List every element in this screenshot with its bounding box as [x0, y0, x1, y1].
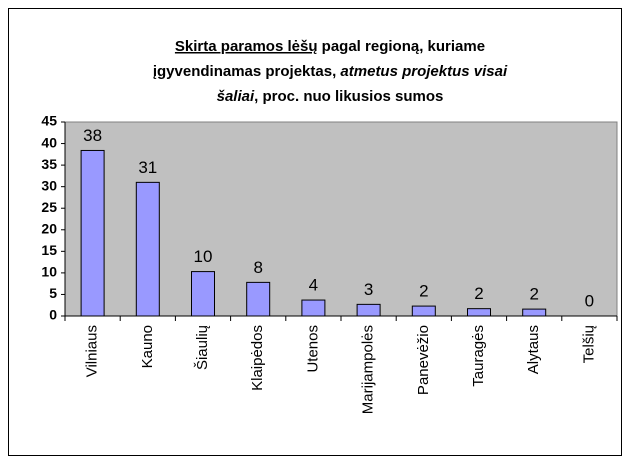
y-tick-label: 5 — [49, 285, 57, 301]
chart-title: šaliai, proc. nuo likusios sumos — [217, 88, 444, 105]
x-tick-label: Utenos — [304, 325, 321, 373]
y-tick-label: 10 — [41, 264, 57, 280]
x-tick-label: Klaipėdos — [249, 325, 266, 391]
bar — [467, 308, 491, 317]
bar — [191, 271, 215, 317]
x-tick-label: Šiaulių — [194, 325, 211, 370]
bar — [411, 305, 436, 317]
data-label: 4 — [309, 276, 318, 295]
bar — [301, 299, 326, 317]
x-tick-label: Marijampolės — [360, 325, 377, 414]
data-label: 31 — [138, 158, 157, 177]
title-part: Skirta paramos lėšų — [175, 38, 318, 55]
data-label: 2 — [474, 284, 483, 303]
data-label: 38 — [83, 126, 102, 145]
y-tick-label: 25 — [41, 199, 57, 215]
x-tick-label: Tauragės — [470, 325, 487, 387]
title-part: šaliai — [217, 88, 255, 105]
data-label: 3 — [364, 280, 373, 299]
title-part: atmetus projektus visai — [340, 63, 508, 80]
bar — [522, 308, 547, 317]
chart-title: įgyvendinamas projektas, atmetus projekt… — [153, 63, 508, 80]
x-tick-label: Vilniaus — [84, 325, 101, 377]
bar — [356, 303, 381, 317]
data-label: 8 — [253, 258, 262, 277]
y-tick-label: 40 — [41, 134, 57, 150]
y-tick-label: 35 — [41, 156, 57, 172]
y-tick-label: 0 — [49, 307, 57, 323]
title-part: , proc. nuo likusios sumos — [254, 88, 443, 105]
data-label: 0 — [585, 291, 594, 310]
x-tick-label: Kauno — [139, 325, 156, 368]
x-tick-label: Alytaus — [525, 325, 542, 374]
data-label: 10 — [194, 247, 213, 266]
chart-title: Skirta paramos lėšų pagal regioną, kuria… — [175, 38, 485, 55]
bar — [80, 149, 105, 317]
y-tick-label: 30 — [41, 177, 57, 193]
x-tick-label: Telšių — [580, 325, 597, 363]
y-tick-label: 15 — [41, 242, 57, 258]
title-part: įgyvendinamas projektas, — [153, 63, 336, 80]
title-part: pagal regioną, kuriame — [322, 38, 485, 55]
bar — [135, 181, 160, 317]
y-tick-label: 20 — [41, 220, 57, 236]
x-tick-label: Panevėžio — [415, 325, 432, 395]
bar — [246, 281, 271, 317]
data-label: 2 — [529, 285, 538, 304]
data-label: 2 — [419, 282, 428, 301]
y-tick-label: 45 — [41, 113, 57, 129]
